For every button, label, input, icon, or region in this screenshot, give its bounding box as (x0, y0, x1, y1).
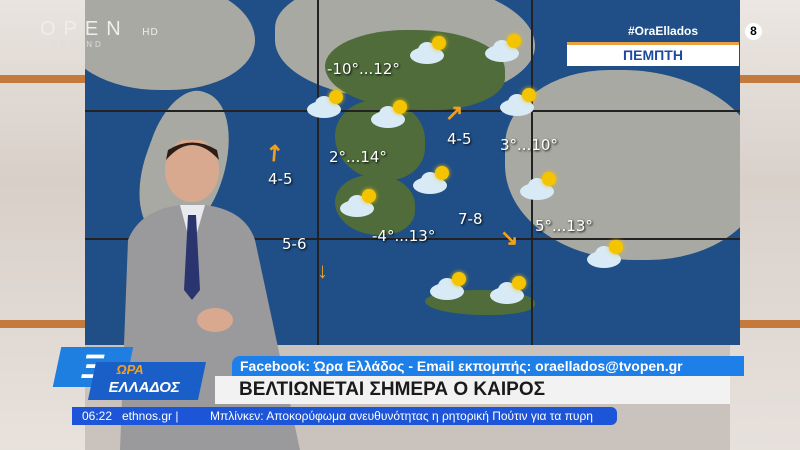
news-ticker: 06:22 ethnos.gr | Μπλίνκεν: Αποκορύφωμα … (72, 407, 617, 425)
partly-cloudy-icon (340, 189, 376, 217)
wind-label: 5-6 (282, 235, 307, 253)
wind-arrow-icon: ↗ (445, 100, 464, 125)
studio-stripe (0, 75, 85, 83)
grid-line (85, 238, 740, 240)
rain-cloud-icon (430, 272, 466, 300)
rain-cloud-icon (587, 240, 623, 268)
temperature-label: -10°...12° (327, 60, 400, 78)
headline: ΒΕΛΤΙΩΝΕΤΑΙ ΣΗΜΕΡΑ Ο ΚΑΙΡΟΣ (215, 376, 730, 404)
info-bar: Facebook: Ώρα Ελλάδος - Email εκπομπής: … (232, 356, 744, 376)
partly-cloudy-icon (410, 36, 446, 64)
show-name-line1: ΩΡΑ (116, 362, 144, 377)
hashtag: #OraEllados (628, 24, 699, 38)
grid-line (317, 0, 319, 345)
temperature-label: 5°...13° (535, 217, 593, 235)
land-italy (85, 0, 255, 90)
temperature-label: -4°...13° (372, 227, 436, 245)
partly-cloudy-icon (307, 90, 343, 118)
studio-stripe (730, 75, 800, 83)
channel-logo: OPEN HD (40, 18, 159, 41)
wind-label: 4-5 (447, 130, 472, 148)
partly-cloudy-icon (500, 88, 536, 116)
studio-stripe (730, 320, 800, 328)
studio-background-left (0, 0, 85, 450)
hd-badge: HD (142, 27, 159, 38)
rain-cloud-icon (490, 276, 526, 304)
channel-logo-text: OPEN (40, 18, 129, 40)
studio-background-right (730, 0, 800, 450)
partly-cloudy-icon (371, 100, 407, 128)
show-name-line2: ΕΛΛΑΔΟΣ (108, 379, 180, 396)
temperature-label: 3°...10° (500, 136, 558, 154)
wind-arrow-icon: ↘ (500, 225, 519, 250)
ticker-source: ethnos.gr | (122, 409, 179, 423)
forecast-day: ΠΕΜΠΤΗ (567, 42, 739, 66)
ticker-text: Μπλίνκεν: Αποκορύφωμα ανευθυνότητας η ρη… (210, 409, 593, 423)
wind-label: 4-5 (268, 170, 293, 188)
partly-cloudy-icon (413, 166, 449, 194)
temperature-label: 2°...14° (329, 148, 387, 166)
land-turkey (505, 70, 740, 260)
grid-line (85, 110, 740, 112)
land-greece-north (325, 30, 505, 110)
partly-cloudy-icon (485, 34, 521, 62)
studio-stripe (0, 320, 85, 328)
channel-logo-sub: BEYOND (52, 40, 104, 49)
partly-cloudy-icon (520, 172, 556, 200)
show-name: ΩΡΑ ΕΛΛΑΔΟΣ (87, 362, 207, 400)
ticker-time: 06:22 (82, 409, 113, 423)
wind-arrow-icon: ↓ (317, 258, 328, 283)
grid-line (531, 0, 533, 345)
age-rating-badge: 8 (745, 23, 762, 40)
wind-label: 7-8 (458, 210, 483, 228)
